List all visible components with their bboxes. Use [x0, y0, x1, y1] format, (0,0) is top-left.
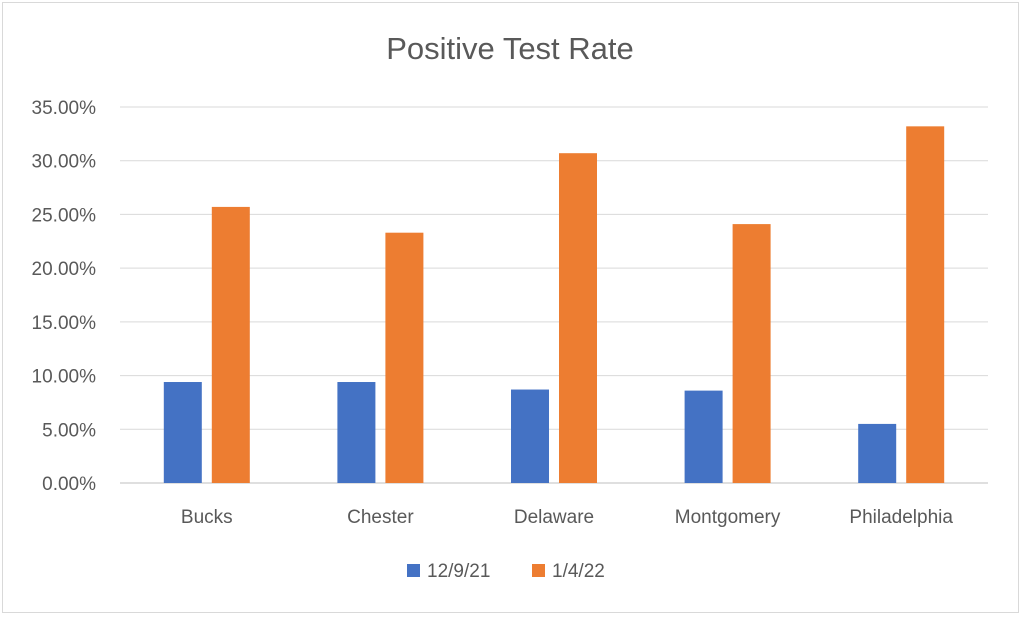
bar-bucks-series-1 [163, 382, 202, 483]
bar-montgomery-series-2 [732, 224, 771, 483]
bars [163, 126, 945, 484]
chart-title: Positive Test Rate [386, 31, 634, 66]
legend-swatch [407, 564, 420, 577]
bar-delaware-series-1 [511, 389, 549, 483]
gridlines [120, 106, 988, 484]
bar-montgomery-series-1 [684, 390, 723, 483]
bar-philadelphia-series-1 [858, 423, 897, 483]
x-category-label: Chester [347, 507, 414, 528]
y-tick-label: 0.00% [42, 474, 96, 495]
bar-chester-series-1 [337, 382, 376, 483]
bar-philadelphia-series-2 [906, 126, 945, 483]
bar-bucks-series-2 [211, 206, 250, 483]
legend-label: 12/9/21 [427, 561, 490, 582]
x-axis-labels: Bucks Chester Delaware Montgomery Philadelph… [181, 507, 953, 528]
y-tick-label: 25.00% [32, 205, 97, 226]
x-category-label: Montgomery [675, 507, 781, 528]
x-category-label: Delaware [514, 507, 594, 528]
legend-swatch [532, 564, 545, 577]
legend: 12/9/21 1/4/22 [407, 561, 605, 582]
bar-chester-series-2 [385, 232, 424, 483]
y-axis-labels: 0.00% 5.00% 10.00% 15.00% 20.00% 25.00% 30.00%… [32, 98, 97, 495]
bar-delaware-series-2 [559, 153, 597, 484]
y-tick-label: 35.00% [32, 98, 97, 119]
x-category-label: Bucks [181, 507, 233, 528]
y-tick-label: 15.00% [32, 313, 97, 334]
x-category-label: Philadelphia [849, 507, 953, 528]
y-tick-label: 20.00% [32, 259, 97, 280]
y-tick-label: 10.00% [32, 367, 97, 388]
y-tick-label: 5.00% [42, 420, 96, 441]
y-tick-label: 30.00% [32, 152, 97, 173]
legend-label: 1/4/22 [552, 561, 605, 582]
